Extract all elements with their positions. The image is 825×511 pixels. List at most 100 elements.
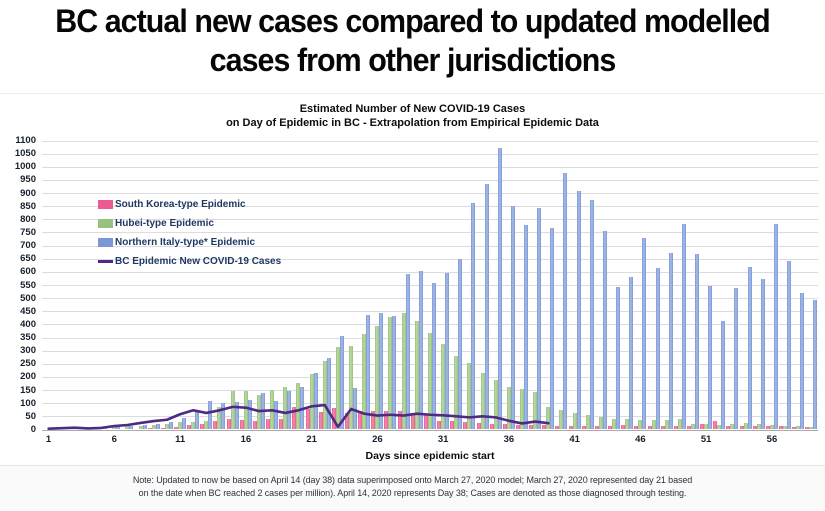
gridline-550	[42, 285, 818, 286]
bar-south-korea-day-59	[805, 426, 810, 429]
y-axis-labels: 0 50 100 150 200 250 300 350 400 450 500 550 600 650 7…	[0, 136, 38, 435]
bar-south-korea-day-49	[673, 426, 678, 429]
bar-hubei-day-36	[506, 386, 511, 429]
gridline-850	[42, 206, 818, 208]
bar-northern-italy-day-16	[247, 399, 252, 429]
bar-south-korea-day-50	[686, 425, 691, 429]
bar-hubei-day-12	[191, 421, 196, 429]
bar-northern-italy-day-31	[445, 272, 450, 429]
bar-hubei-day-54	[743, 423, 748, 429]
bar-south-korea-day-10	[160, 427, 165, 429]
gridline-600	[42, 271, 818, 273]
chart-title-line1: Estimated Number of New COVID-19 Cases	[299, 103, 526, 115]
gridline-650	[42, 258, 818, 260]
legend: South Korea-type Epidemic Hubei-type Epi…	[98, 195, 281, 271]
bar-south-korea-day-17	[252, 421, 257, 429]
bar-northern-italy-day-55	[760, 278, 765, 429]
bar-hubei-day-31	[441, 344, 446, 429]
bar-hubei-day-48	[664, 420, 669, 429]
bar-northern-italy-day-8	[142, 425, 147, 429]
bar-hubei-day-13	[204, 421, 209, 429]
bar-south-korea-day-29	[410, 412, 415, 429]
bar-hubei-day-59	[809, 426, 814, 429]
bar-hubei-day-19	[283, 386, 288, 429]
bar-hubei-day-14	[217, 407, 222, 429]
bar-hubei-day-33	[467, 363, 472, 429]
note-line2: on the date when BC reached 2 cases per …	[138, 488, 687, 498]
bc-line-svg	[47, 403, 550, 430]
bar-hubei-day-50	[690, 423, 695, 429]
bar-south-korea-day-44	[608, 426, 613, 429]
bar-northern-italy-day-50	[694, 254, 699, 429]
chart-title-line2: on Day of Epidemic in BC - Extrapolation…	[226, 117, 599, 129]
y-tick-label-1100: 1100	[15, 135, 36, 146]
y-tick-label-200: 200	[20, 371, 36, 383]
y-axis-title: N of New Cases	[0, 273, 2, 335]
bar-northern-italy-day-33	[471, 202, 476, 429]
bar-northern-italy-day-10	[168, 421, 173, 429]
x-tick-label-36: 36	[503, 434, 515, 445]
gridline-750	[42, 232, 818, 234]
y-tick-label-650: 650	[20, 253, 36, 265]
bar-hubei-day-58	[796, 426, 801, 429]
note-line1: Note: Updated to now be based on April 1…	[132, 475, 693, 485]
bar-hubei-day-10	[164, 423, 169, 429]
bar-south-korea-day-27	[384, 411, 389, 429]
x-tick-label-16: 16	[240, 434, 252, 445]
bar-south-korea-day-31	[437, 421, 442, 429]
bar-northern-italy-day-29	[418, 271, 423, 429]
bar-hubei-day-6	[112, 426, 117, 429]
bar-hubei-day-29	[414, 321, 419, 429]
legend-row-south-korea: South Korea-type Epidemic	[98, 195, 281, 214]
bar-northern-italy-day-37	[523, 224, 528, 429]
bar-northern-italy-day-7	[129, 426, 134, 429]
y-tick-label-450: 450	[20, 305, 36, 317]
bar-hubei-day-7	[125, 425, 130, 429]
bar-south-korea-day-20	[292, 406, 297, 429]
bar-south-korea-day-56	[765, 426, 770, 429]
bar-south-korea-day-52	[713, 421, 718, 429]
bar-hubei-day-25	[362, 334, 367, 429]
gridline-1000	[42, 166, 818, 168]
bar-hubei-day-39	[546, 406, 551, 429]
x-tick-label-6: 6	[111, 434, 117, 445]
bar-northern-italy-day-53	[734, 287, 739, 429]
bar-northern-italy-day-28	[405, 274, 410, 429]
bar-south-korea-day-42	[581, 425, 586, 429]
x-tick-label-11: 11	[175, 434, 186, 445]
note-band: Note: Updated to now be based on April 1…	[0, 465, 825, 511]
bar-hubei-day-51	[704, 424, 709, 429]
bar-northern-italy-day-48	[668, 252, 673, 429]
bar-northern-italy-day-45	[629, 276, 634, 429]
bar-northern-italy-day-13	[208, 401, 213, 429]
bar-hubei-day-20	[296, 382, 301, 429]
legend-label-northern-italy: Northern Italy-type* Epidemic	[115, 237, 256, 248]
bar-hubei-day-28	[401, 312, 406, 429]
chart-panel: Estimated Number of New COVID-19 Cases o…	[0, 93, 825, 466]
bar-hubei-day-40	[559, 409, 564, 429]
bar-south-korea-day-58	[792, 426, 797, 429]
y-tick-label-950: 950	[20, 174, 36, 186]
bar-northern-italy-day-44	[616, 287, 621, 429]
bar-south-korea-day-34	[476, 423, 481, 429]
bar-hubei-day-35	[493, 380, 498, 429]
bar-south-korea-day-24	[345, 413, 349, 429]
bar-northern-italy-day-59	[813, 300, 818, 429]
bar-south-korea-day-47	[647, 426, 652, 429]
bar-northern-italy-day-22	[326, 358, 331, 429]
bar-northern-italy-day-47	[655, 267, 660, 429]
bar-south-korea-day-30	[423, 414, 428, 429]
bar-south-korea-day-16	[239, 419, 244, 429]
bar-south-korea-day-36	[502, 424, 507, 429]
bar-hubei-day-43	[598, 417, 603, 429]
bar-south-korea-day-22	[318, 412, 323, 429]
bar-south-korea-day-38	[529, 425, 534, 429]
bar-hubei-day-11	[178, 422, 183, 429]
x-tick-label-56: 56	[766, 434, 778, 445]
x-tick-label-31: 31	[437, 434, 449, 445]
bar-south-korea-day-35	[489, 423, 494, 429]
x-tick-label-21: 21	[306, 434, 317, 445]
y-tick-label-0: 0	[30, 424, 36, 435]
bar-south-korea-day-45	[621, 425, 626, 429]
bar-northern-italy-day-14	[221, 403, 226, 429]
